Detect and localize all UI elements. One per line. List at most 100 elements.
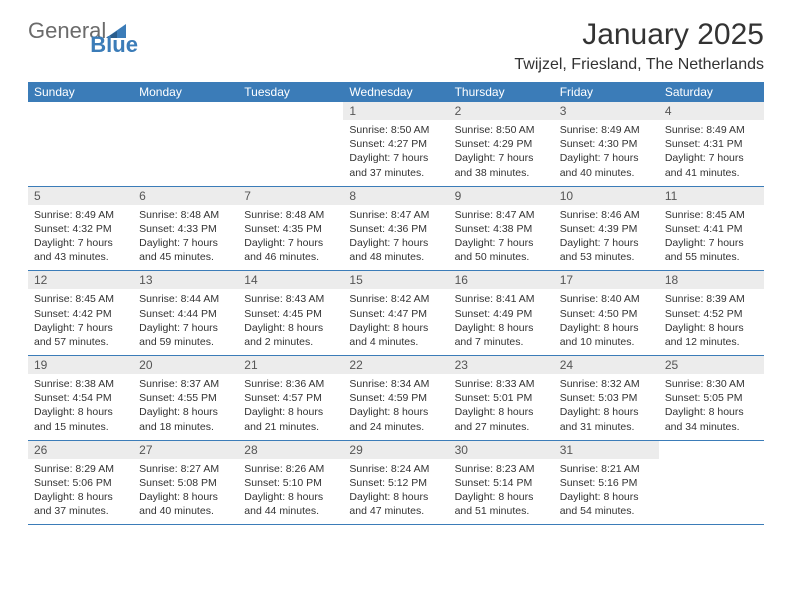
sunrise-line: Sunrise: 8:36 AM — [244, 377, 337, 391]
sunrise-line: Sunrise: 8:49 AM — [34, 208, 127, 222]
calendar-body: 1234Sunrise: 8:50 AMSunset: 4:27 PMDayli… — [28, 102, 764, 525]
day-number-cell: 1 — [343, 102, 448, 120]
day-number-cell: 5 — [28, 186, 133, 205]
day-content-row: Sunrise: 8:50 AMSunset: 4:27 PMDaylight:… — [28, 120, 764, 186]
sunset-line: Sunset: 5:08 PM — [139, 476, 232, 490]
day-number-row: 1234 — [28, 102, 764, 120]
sunset-line: Sunset: 5:01 PM — [455, 391, 548, 405]
sunset-line: Sunset: 4:36 PM — [349, 222, 442, 236]
sunset-line: Sunset: 4:44 PM — [139, 307, 232, 321]
sunset-line: Sunset: 4:42 PM — [34, 307, 127, 321]
day-number-cell: 17 — [554, 271, 659, 290]
day-header: Friday — [554, 82, 659, 102]
day-number-cell: 29 — [343, 440, 448, 459]
day-number-cell: 20 — [133, 356, 238, 375]
sunset-line: Sunset: 4:33 PM — [139, 222, 232, 236]
day-header: Wednesday — [343, 82, 448, 102]
sunset-line: Sunset: 4:49 PM — [455, 307, 548, 321]
sunset-line: Sunset: 4:47 PM — [349, 307, 442, 321]
day-content-cell: Sunrise: 8:33 AMSunset: 5:01 PMDaylight:… — [449, 374, 554, 440]
day-number-cell — [238, 102, 343, 120]
day-number-cell: 4 — [659, 102, 764, 120]
day-number-cell — [28, 102, 133, 120]
sunset-line: Sunset: 4:41 PM — [665, 222, 758, 236]
daylight-line: Daylight: 7 hours and 38 minutes. — [455, 151, 548, 179]
day-content-cell: Sunrise: 8:27 AMSunset: 5:08 PMDaylight:… — [133, 459, 238, 525]
day-content-cell: Sunrise: 8:26 AMSunset: 5:10 PMDaylight:… — [238, 459, 343, 525]
sunset-line: Sunset: 4:31 PM — [665, 137, 758, 151]
sunrise-line: Sunrise: 8:46 AM — [560, 208, 653, 222]
day-content-cell: Sunrise: 8:46 AMSunset: 4:39 PMDaylight:… — [554, 205, 659, 271]
day-content-cell: Sunrise: 8:36 AMSunset: 4:57 PMDaylight:… — [238, 374, 343, 440]
sunset-line: Sunset: 4:35 PM — [244, 222, 337, 236]
day-number-cell: 21 — [238, 356, 343, 375]
day-content-row: Sunrise: 8:45 AMSunset: 4:42 PM Daylight:… — [28, 289, 764, 355]
day-content-cell: Sunrise: 8:49 AMSunset: 4:30 PMDaylight:… — [554, 120, 659, 186]
daylight-line: Daylight: 8 hours and 24 minutes. — [349, 405, 442, 433]
sunset-line: Sunset: 4:45 PM — [244, 307, 337, 321]
day-content-cell: Sunrise: 8:21 AMSunset: 5:16 PMDaylight:… — [554, 459, 659, 525]
day-number-cell — [659, 440, 764, 459]
day-number-cell: 3 — [554, 102, 659, 120]
daylight-line: Daylight: 8 hours and 34 minutes. — [665, 405, 758, 433]
sunrise-line: Sunrise: 8:42 AM — [349, 292, 442, 306]
sunrise-line: Sunrise: 8:49 AM — [560, 123, 653, 137]
sunrise-line: Sunrise: 8:48 AM — [139, 208, 232, 222]
day-header: Monday — [133, 82, 238, 102]
day-number-cell: 11 — [659, 186, 764, 205]
day-content-cell: Sunrise: 8:45 AMSunset: 4:42 PMDaylight:… — [28, 289, 133, 355]
sunrise-line: Sunrise: 8:39 AM — [665, 292, 758, 306]
day-number-cell: 10 — [554, 186, 659, 205]
sunset-line: Sunset: 4:29 PM — [455, 137, 548, 151]
daylight-line: Daylight: 8 hours and 54 minutes. — [560, 490, 653, 518]
sunset-line: Sunset: 5:12 PM — [349, 476, 442, 490]
daylight-line: Daylight: 8 hours and 40 minutes. — [139, 490, 232, 518]
day-number-cell: 24 — [554, 356, 659, 375]
sunrise-line: Sunrise: 8:23 AM — [455, 462, 548, 476]
daylight-line: Daylight: 8 hours and 10 minutes. — [560, 321, 653, 349]
daylight-line: Daylight: 7 hours and 59 minutes. — [139, 321, 232, 349]
day-content-row: Sunrise: 8:29 AMSunset: 5:06 PMDaylight:… — [28, 459, 764, 525]
day-number-cell: 22 — [343, 356, 448, 375]
day-content-cell: Sunrise: 8:45 AMSunset: 4:41 PMDaylight:… — [659, 205, 764, 271]
location-text: Twijzel, Friesland, The Netherlands — [514, 56, 764, 74]
sunset-line: Sunset: 5:10 PM — [244, 476, 337, 490]
sunset-line: Sunset: 5:05 PM — [665, 391, 758, 405]
sunset-line: Sunset: 4:52 PM — [665, 307, 758, 321]
sunset-line: Sunset: 4:30 PM — [560, 137, 653, 151]
daylight-line: Daylight: 7 hours and 37 minutes. — [349, 151, 442, 179]
sunrise-line: Sunrise: 8:40 AM — [560, 292, 653, 306]
day-number-cell: 31 — [554, 440, 659, 459]
calendar-table: Sunday Monday Tuesday Wednesday Thursday… — [28, 82, 764, 525]
sunset-line: Sunset: 4:50 PM — [560, 307, 653, 321]
sunrise-line: Sunrise: 8:45 AM — [34, 292, 127, 306]
daylight-line: Daylight: 7 hours and 45 minutes. — [139, 236, 232, 264]
sunrise-line: Sunrise: 8:26 AM — [244, 462, 337, 476]
sunset-line: Sunset: 4:55 PM — [139, 391, 232, 405]
brand-logo: General Blue — [28, 18, 156, 44]
day-header: Tuesday — [238, 82, 343, 102]
sunrise-line: Sunrise: 8:41 AM — [455, 292, 548, 306]
day-number-cell: 15 — [343, 271, 448, 290]
day-content-cell: Sunrise: 8:42 AMSunset: 4:47 PMDaylight:… — [343, 289, 448, 355]
day-content-cell: Sunrise: 8:30 AMSunset: 5:05 PMDaylight:… — [659, 374, 764, 440]
daylight-line: Daylight: 8 hours and 2 minutes. — [244, 321, 337, 349]
day-number-cell: 13 — [133, 271, 238, 290]
day-content-cell — [238, 120, 343, 186]
sunrise-line: Sunrise: 8:37 AM — [139, 377, 232, 391]
day-number-cell: 14 — [238, 271, 343, 290]
day-number-cell: 16 — [449, 271, 554, 290]
sunrise-line: Sunrise: 8:48 AM — [244, 208, 337, 222]
daylight-line: Daylight: 7 hours and 50 minutes. — [455, 236, 548, 264]
sunrise-line: Sunrise: 8:30 AM — [665, 377, 758, 391]
day-content-row: Sunrise: 8:38 AMSunset: 4:54 PMDaylight:… — [28, 374, 764, 440]
daylight-line: Daylight: 8 hours and 44 minutes. — [244, 490, 337, 518]
sunset-line: Sunset: 4:38 PM — [455, 222, 548, 236]
day-number-cell: 26 — [28, 440, 133, 459]
day-content-cell — [659, 459, 764, 525]
sunrise-line: Sunrise: 8:47 AM — [349, 208, 442, 222]
day-number-cell: 25 — [659, 356, 764, 375]
daylight-line: Daylight: 8 hours and 47 minutes. — [349, 490, 442, 518]
daylight-line: Daylight: 8 hours and 18 minutes. — [139, 405, 232, 433]
daylight-line: Daylight: 7 hours and 48 minutes. — [349, 236, 442, 264]
